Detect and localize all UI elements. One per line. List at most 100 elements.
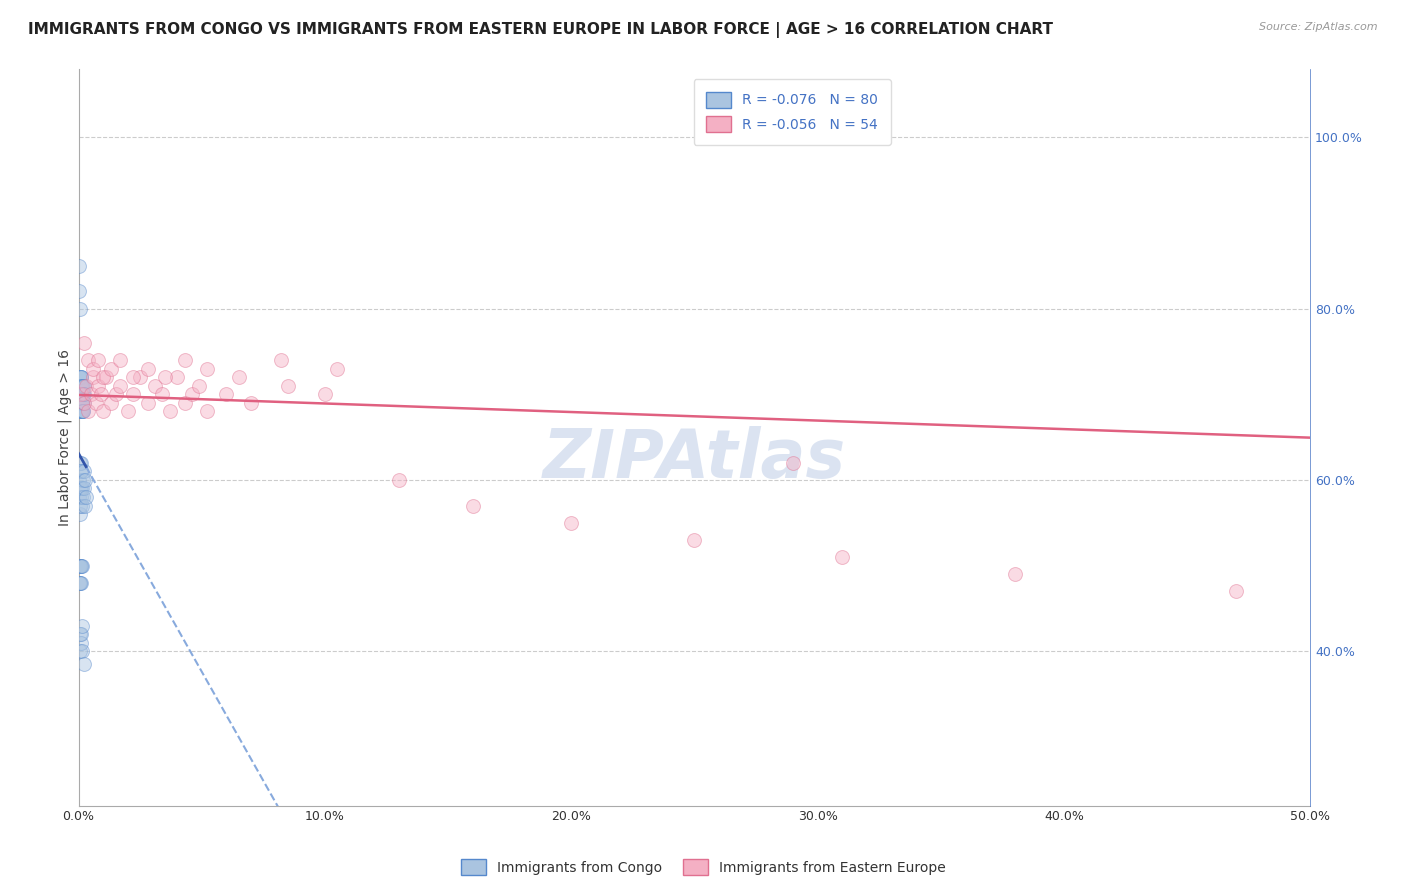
Point [159,404,181,418]
Point [228,370,250,384]
Point [70,558,93,573]
Point [70,558,93,573]
Point [82,361,104,376]
Point [67,473,90,487]
Point [69,378,91,392]
Point [70,404,93,418]
Point [104,387,127,401]
Point [72,404,94,418]
Point [91,370,114,384]
Point [70,378,93,392]
Point [153,370,176,384]
Point [121,370,143,384]
Point [70,404,93,418]
Point [67,285,90,299]
Point [70,456,93,470]
Legend: R = -0.076   N = 80, R = -0.056   N = 54: R = -0.076 N = 80, R = -0.056 N = 54 [693,79,890,145]
Point [77,353,100,368]
Point [70,482,93,496]
Point [173,396,195,410]
Point [72,490,94,504]
Point [461,499,484,513]
Point [69,370,91,384]
Point [69,558,91,573]
Point [70,464,93,478]
Text: ZIPAtlas: ZIPAtlas [543,426,846,492]
Point [67,396,90,410]
Point [69,482,91,496]
Point [1004,567,1026,582]
Point [67,575,90,590]
Point [70,499,93,513]
Point [69,464,91,478]
Point [70,490,93,504]
Point [181,387,204,401]
Point [314,387,336,401]
Point [240,396,263,410]
Point [136,396,159,410]
Point [72,387,94,401]
Point [277,378,299,392]
Point [136,361,159,376]
Point [69,507,91,521]
Point [87,378,110,392]
Point [70,387,93,401]
Legend: Immigrants from Congo, Immigrants from Eastern Europe: Immigrants from Congo, Immigrants from E… [456,854,950,880]
Text: Source: ZipAtlas.com: Source: ZipAtlas.com [1260,22,1378,32]
Point [69,499,91,513]
Point [67,370,90,384]
Point [326,361,349,376]
Point [560,516,582,530]
Point [72,378,94,392]
Point [69,456,91,470]
Point [69,387,91,401]
Point [70,370,93,384]
Point [69,396,91,410]
Point [72,396,94,410]
Point [70,644,93,658]
Point [73,482,96,496]
Point [73,499,96,513]
Point [69,396,91,410]
Text: IMMIGRANTS FROM CONGO VS IMMIGRANTS FROM EASTERN EUROPE IN LABOR FORCE | AGE > 1: IMMIGRANTS FROM CONGO VS IMMIGRANTS FROM… [28,22,1053,38]
Point [195,361,218,376]
Point [67,558,90,573]
Point [388,473,411,487]
Point [270,353,292,368]
Point [1225,584,1247,599]
Point [87,353,110,368]
Point [110,353,132,368]
Point [69,575,91,590]
Point [70,378,93,392]
Point [67,490,90,504]
Point [72,657,94,672]
Point [72,396,94,410]
Point [75,378,97,392]
Point [69,378,91,392]
Point [69,558,91,573]
Point [72,335,94,350]
Point [69,627,91,641]
Point [195,404,218,418]
Point [683,533,706,547]
Point [72,378,94,392]
Point [72,404,94,418]
Point [70,627,93,641]
Point [129,370,152,384]
Point [831,550,853,565]
Point [90,387,112,401]
Point [70,387,93,401]
Point [67,259,90,273]
Point [782,456,804,470]
Point [166,370,188,384]
Point [70,396,93,410]
Y-axis label: In Labor Force | Age > 16: In Labor Force | Age > 16 [58,349,72,525]
Point [80,387,103,401]
Point [72,387,94,401]
Point [73,473,96,487]
Point [69,558,91,573]
Point [69,378,91,392]
Point [84,396,107,410]
Point [70,575,93,590]
Point [69,404,91,418]
